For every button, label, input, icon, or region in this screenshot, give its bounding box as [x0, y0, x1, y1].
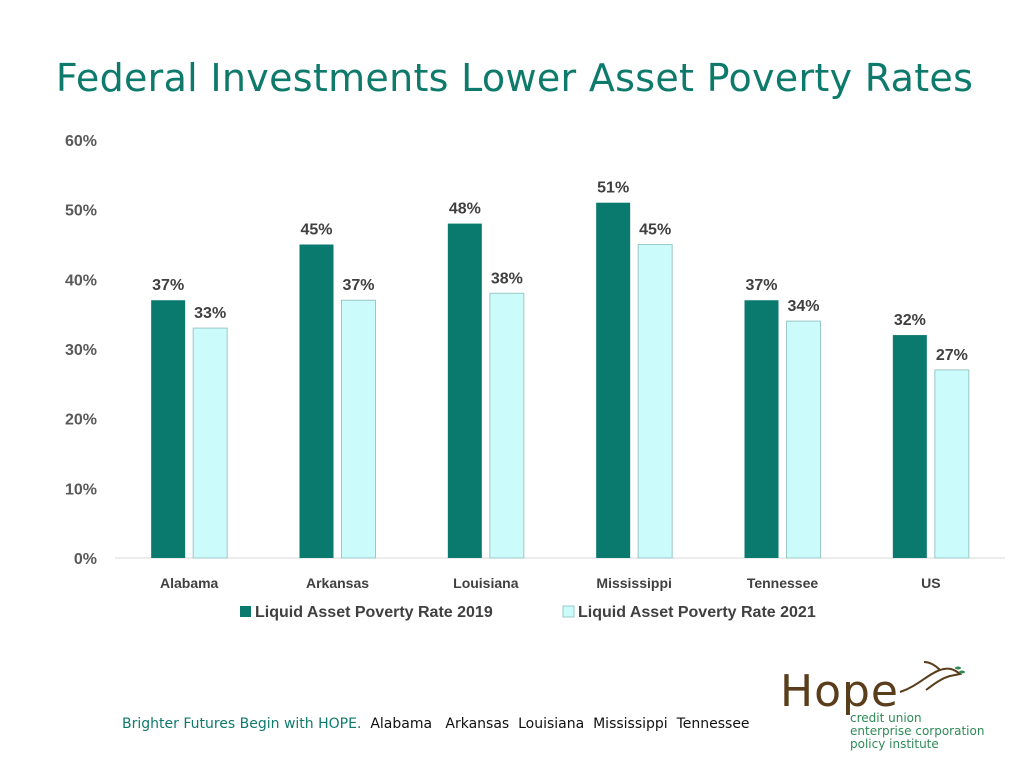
- y-tick-label: 30%: [65, 342, 97, 359]
- legend-label: Liquid Asset Poverty Rate 2021: [578, 604, 816, 621]
- logo-line-2: enterprise corporation: [850, 724, 985, 738]
- footer-states: Alabama Arkansas Louisiana Mississippi T…: [370, 716, 750, 732]
- bar-2019: [151, 300, 186, 558]
- data-label: 33%: [194, 305, 226, 322]
- data-label: 37%: [342, 277, 374, 294]
- bar-chart: 0% 10% 20% 30% 40% 50% 60% 37% 33% Alabama 45% 37% A…: [65, 133, 1005, 621]
- data-label: 51%: [597, 180, 629, 197]
- legend-swatch-2019: [240, 606, 251, 617]
- data-label: 45%: [639, 222, 671, 239]
- y-tick-label: 60%: [65, 133, 97, 150]
- x-tick-label: US: [921, 575, 940, 591]
- x-tick-label: Alabama: [160, 575, 219, 591]
- data-label: 27%: [936, 347, 968, 364]
- data-label: 37%: [152, 277, 184, 294]
- data-label: 34%: [787, 298, 819, 315]
- footer: Brighter Futures Begin with HOPE. Alabam…: [122, 716, 750, 732]
- bar-2019: [447, 223, 482, 558]
- x-tick-label: Mississippi: [596, 575, 671, 591]
- y-tick-label: 50%: [65, 203, 97, 220]
- bar-2021: [637, 244, 673, 559]
- bar-2021: [786, 320, 821, 559]
- x-tick-label: Louisiana: [453, 575, 519, 591]
- x-tick-label: Arkansas: [306, 575, 369, 591]
- bar-2021: [192, 327, 228, 559]
- bar-2021: [341, 299, 376, 559]
- legend-label: Liquid Asset Poverty Rate 2019: [255, 604, 493, 621]
- y-tick-label: 40%: [65, 272, 97, 289]
- x-tick-label: Tennessee: [747, 575, 819, 591]
- data-label: 48%: [449, 201, 481, 218]
- logo-line-1: credit union: [850, 711, 922, 725]
- y-tick-label: 20%: [65, 412, 97, 429]
- bar-2021: [934, 369, 970, 559]
- logo-line-3: policy institute: [850, 737, 939, 751]
- data-label: 32%: [894, 312, 926, 329]
- hope-logo: Hope credit union enterprise corporation…: [780, 656, 984, 756]
- data-label: 37%: [745, 277, 777, 294]
- data-label: 38%: [491, 270, 523, 287]
- logo-wordmark: Hope: [780, 666, 900, 717]
- bar-2021: [489, 292, 525, 559]
- dove-icon: [899, 661, 965, 693]
- bar-2019: [299, 244, 334, 558]
- y-tick-label: 10%: [65, 481, 97, 498]
- chart-title: Federal Investments Lower Asset Poverty …: [55, 56, 974, 100]
- data-label: 45%: [300, 222, 332, 239]
- footer-tagline: Brighter Futures Begin with HOPE.: [122, 716, 362, 732]
- bar-2019: [892, 335, 927, 558]
- bar-2019: [744, 300, 779, 558]
- legend-swatch-2021: [562, 605, 575, 618]
- bar-2019: [596, 202, 631, 558]
- y-tick-label: 0%: [74, 551, 97, 568]
